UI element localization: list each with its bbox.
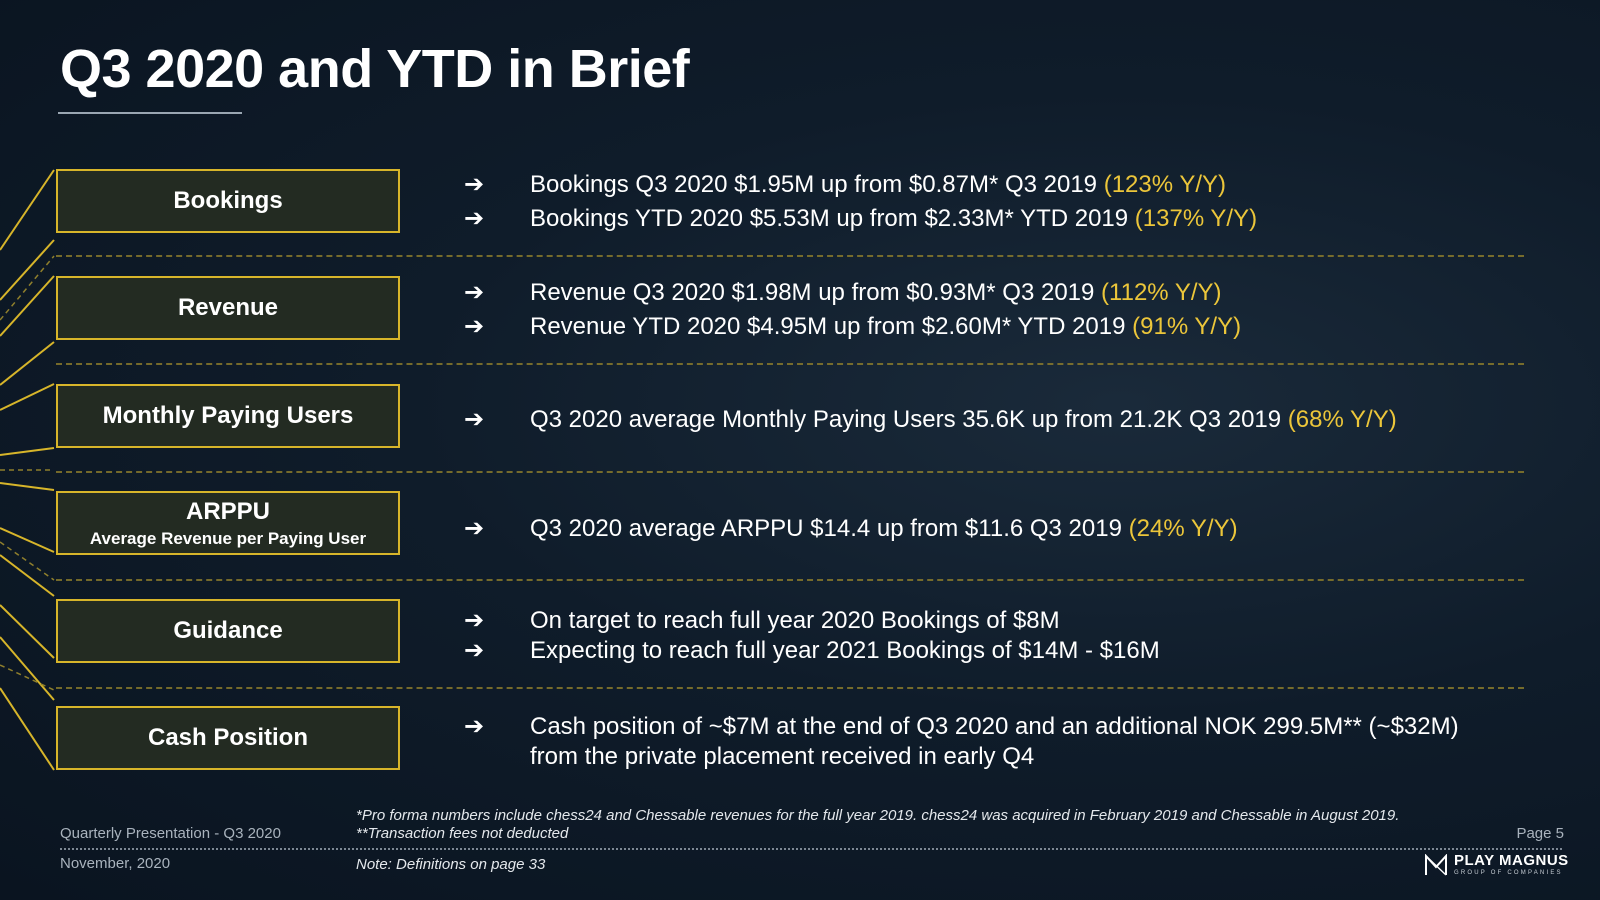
label-box-cash-position: Cash Position [56,706,400,770]
bracket-line [0,554,55,597]
footer-divider [60,848,1562,850]
label-box-monthly-paying-users: Monthly Paying Users [56,384,400,448]
logo-subtitle: GROUP OF COMPANIES [1454,870,1563,876]
logo-name: PLAY MAGNUS [1454,852,1569,869]
label-box-revenue: Revenue [56,276,400,340]
yoy-highlight: (112% Y/Y) [1101,279,1222,306]
definitions-note: Note: Definitions on page 33 [356,856,546,873]
bracket-line [0,383,55,411]
arrow-icon: ➔ [464,279,485,306]
arrow-icon: ➔ [464,607,485,634]
cash-position-line: Cash position of ~$7M at the end of Q3 2… [530,713,1459,740]
arrow-icon: ➔ [464,713,485,740]
label-text: Guidance [173,617,283,644]
label-text: Bookings [173,187,283,214]
mpu-line: Q3 2020 average Monthly Paying Users 35.… [530,405,1397,435]
label-text: Cash Position [147,724,309,751]
statement-text: Bookings Q3 2020 $1.95M up from $0.87M* … [530,171,1104,198]
play-magnus-logo-icon: M [1425,853,1447,876]
bookings-q3-line: Bookings Q3 2020 $1.95M up from $0.87M* … [530,170,1226,200]
arrow-icon: ➔ [464,205,485,232]
yoy-highlight: (68% Y/Y) [1287,406,1397,433]
bracket-line [0,482,55,491]
yoy-highlight: (91% Y/Y) [1132,313,1242,340]
row-divider [56,363,1524,365]
bracket-line [0,341,55,386]
statement-text: Revenue YTD 2020 $4.95M up from $2.60M* … [530,313,1133,340]
yoy-highlight: (123% Y/Y) [1103,171,1226,198]
bracket-line [0,687,55,771]
row-divider [56,687,1524,689]
page-title: Q3 2020 and YTD in Brief [60,39,690,99]
bracket-line [0,636,55,701]
bracket-line [0,239,55,301]
arrow-icon: ➔ [464,313,485,340]
label-text: ARPPU [185,497,270,525]
arrow-icon: ➔ [464,515,485,542]
statement-text: Q3 2020 average Monthly Paying Users 35.… [530,406,1288,433]
statement-text: Bookings YTD 2020 $5.53M up from $2.33M*… [530,205,1135,232]
guidance-2021-line: Expecting to reach full year 2021 Bookin… [530,637,1160,664]
arrow-icon: ➔ [464,637,485,664]
decorative-bracket-lines [0,169,55,771]
label-box-guidance: Guidance [56,599,400,663]
cash-position-line-2: from the private placement received in e… [530,743,1035,770]
guidance-2020-line: On target to reach full year 2020 Bookin… [530,607,1060,634]
label-text: Revenue [177,294,279,321]
label-text: Monthly Paying Users [102,402,354,429]
bookings-ytd-line: Bookings YTD 2020 $5.53M up from $2.33M*… [530,204,1257,234]
statement-text: Revenue Q3 2020 $1.98M up from $0.93M* Q… [530,279,1102,306]
arppu-line: Q3 2020 average ARPPU $14.4 up from $11.… [530,514,1238,544]
presentation-date: November, 2020 [60,855,171,872]
footnote-pro-forma: *Pro forma numbers include chess24 and C… [356,807,1400,824]
title-underline [58,112,242,114]
label-box-bookings: Bookings [56,169,400,233]
presentation-name: Quarterly Presentation - Q3 2020 [60,825,281,842]
bracket-line [0,275,55,337]
bracket-line [0,447,55,456]
label-subtext: Average Revenue per Paying User [89,528,367,548]
row-divider [56,579,1524,581]
bracket-line [0,527,55,553]
bracket-line [0,604,55,659]
page-number: Page 5 [1516,825,1564,842]
bracket-dashed-line [0,664,55,691]
bracket-dashed-line [0,541,55,581]
yoy-highlight: (24% Y/Y) [1128,515,1238,542]
footnote-transaction-fees: **Transaction fees not deducted [356,825,569,842]
bracket-line [0,169,55,251]
revenue-q3-line: Revenue Q3 2020 $1.98M up from $0.93M* Q… [530,278,1222,308]
revenue-ytd-line: Revenue YTD 2020 $4.95M up from $2.60M* … [530,312,1241,342]
statement-text: Q3 2020 average ARPPU $14.4 up from $11.… [530,515,1129,542]
yoy-highlight: (137% Y/Y) [1134,205,1258,232]
label-box-arppu: ARPPU Average Revenue per Paying User [56,491,400,555]
arrow-icon: ➔ [464,171,485,198]
company-logo: M PLAY MAGNUS GROUP OF COMPANIES [1424,853,1569,876]
row-divider [56,471,1524,473]
arrow-icon: ➔ [464,406,485,433]
bracket-dashed-line [0,255,55,321]
row-divider [56,255,1524,257]
